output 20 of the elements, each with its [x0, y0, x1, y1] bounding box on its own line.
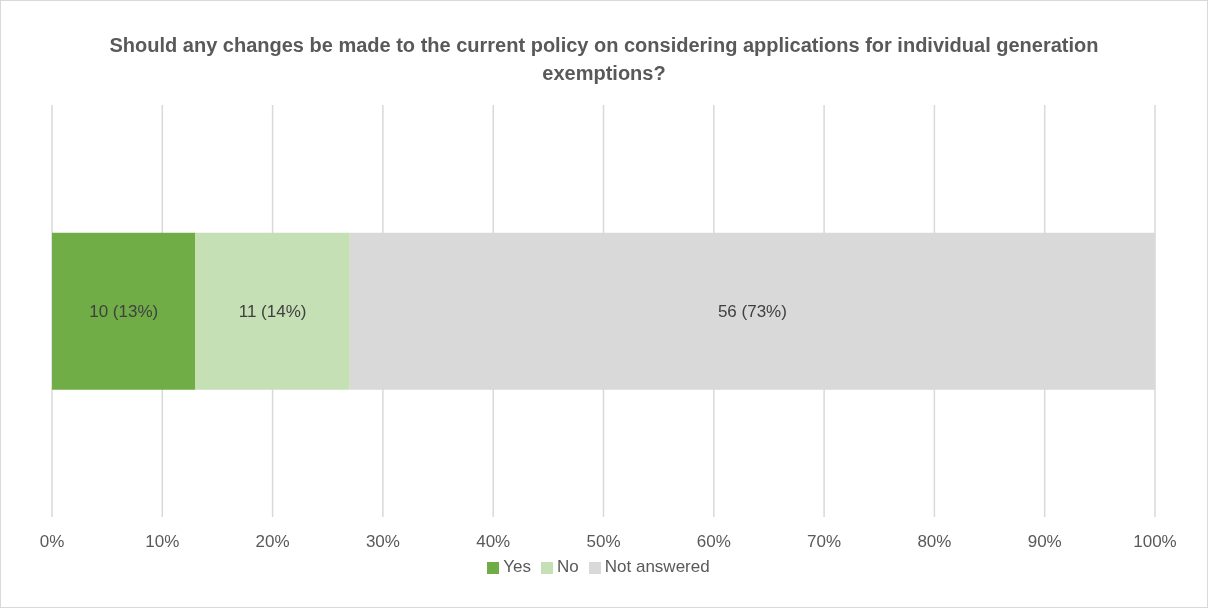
- x-tick-label: 80%: [917, 532, 952, 552]
- data-label: 10 (13%): [89, 301, 159, 321]
- legend-label: Not answered: [604, 557, 710, 576]
- x-tick-label: 60%: [696, 532, 731, 552]
- x-tick-label: 50%: [586, 532, 621, 552]
- x-tick-label: 0%: [39, 532, 65, 552]
- x-tick-label: 10%: [145, 532, 180, 552]
- x-tick-label: 70%: [807, 532, 842, 552]
- x-tick-label: 40%: [476, 532, 511, 552]
- x-tick-label: 90%: [1027, 532, 1062, 552]
- data-label: 56 (73%): [717, 301, 787, 321]
- chart-title: Should any changes be made to the current policy on considering applications for individual generation exemptions?: [108, 33, 1100, 86]
- bar: [195, 232, 350, 390]
- bar: [52, 232, 196, 390]
- x-tick-label: 100%: [1133, 532, 1177, 552]
- x-tick-label: 30%: [365, 532, 400, 552]
- data-label: 11 (14%): [238, 301, 307, 321]
- legend-label: Yes: [503, 557, 532, 576]
- legend-label: No: [557, 557, 579, 576]
- x-tick-label: 20%: [255, 532, 290, 552]
